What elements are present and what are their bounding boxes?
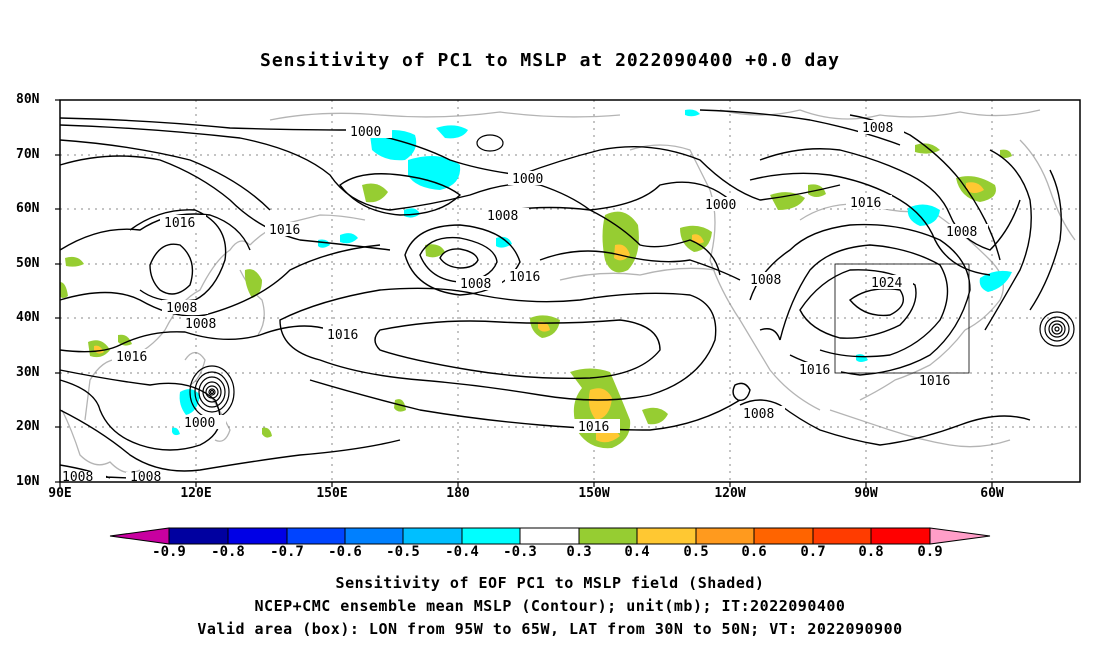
contour-label: 1008 bbox=[185, 317, 216, 332]
contour-label: 1016 bbox=[509, 270, 540, 285]
contour-label: 1016 bbox=[269, 223, 300, 238]
colorbar-label: -0.8 bbox=[211, 544, 245, 560]
contour-label: 1008 bbox=[946, 225, 977, 240]
axis-ticks bbox=[55, 99, 993, 487]
colorbar bbox=[109, 527, 991, 545]
contour-label: 1008 bbox=[460, 277, 491, 292]
lat-label: 20N bbox=[16, 419, 40, 434]
colorbar-label: 0.3 bbox=[566, 544, 592, 560]
colorbar-label: -0.9 bbox=[152, 544, 186, 560]
colorbar-label: 0.6 bbox=[741, 544, 767, 560]
lon-label: 60W bbox=[980, 486, 1004, 501]
colorbar-label: -0.6 bbox=[328, 544, 362, 560]
cyclone-typhoon bbox=[189, 365, 235, 419]
colorbar-high-arrow bbox=[929, 527, 991, 545]
plot-border bbox=[59, 99, 1081, 483]
contour-label: 1024 bbox=[871, 276, 902, 291]
caption-line-2: NCEP+CMC ensemble mean MSLP (Contour); u… bbox=[254, 597, 846, 615]
contour-label: 1016 bbox=[578, 420, 609, 435]
lon-label: 150W bbox=[578, 486, 610, 501]
contour-label: 1008 bbox=[862, 121, 893, 136]
contour-label: 1016 bbox=[327, 328, 358, 343]
colorbar-label: 0.4 bbox=[624, 544, 650, 560]
map-title: Sensitivity of PC1 to MSLP at 2022090400… bbox=[259, 50, 840, 71]
caption-line-1: Sensitivity of EOF PC1 to MSLP field (Sh… bbox=[335, 574, 765, 592]
contour-label: 1016 bbox=[164, 216, 195, 231]
lon-label: 90W bbox=[854, 486, 878, 501]
contour-label: 1000 bbox=[705, 198, 736, 213]
lat-label: 80N bbox=[16, 92, 40, 107]
lat-label: 10N bbox=[16, 474, 40, 489]
contour-label: 1000 bbox=[184, 416, 215, 431]
contour-label: 1016 bbox=[116, 350, 147, 365]
colorbar-label: -0.4 bbox=[445, 544, 479, 560]
contour-label: 1008 bbox=[487, 209, 518, 224]
lon-label: 150E bbox=[316, 486, 348, 501]
colorbar-label: -0.7 bbox=[270, 544, 304, 560]
colorbar-label: -0.3 bbox=[503, 544, 537, 560]
colorbar-label: 0.9 bbox=[917, 544, 943, 560]
contour-labels: 1000 1000 1000 1008 1008 1016 1016 1016 … bbox=[112, 120, 988, 485]
small-low-rings bbox=[476, 134, 504, 152]
colorbar-low-arrow bbox=[109, 527, 170, 545]
contour-label: 1008 bbox=[166, 301, 197, 316]
caption-line-3: Valid area (box): LON from 95W to 65W, L… bbox=[197, 620, 903, 638]
lat-label: 70N bbox=[16, 147, 40, 162]
valid-area-box bbox=[834, 263, 970, 374]
lat-label: 60N bbox=[16, 201, 40, 216]
lon-label: 90E bbox=[48, 486, 72, 501]
lat-label: 30N bbox=[16, 365, 40, 380]
contour-label: 1008 bbox=[743, 407, 774, 422]
contour-label: 1016 bbox=[919, 374, 950, 389]
lat-label: 50N bbox=[16, 256, 40, 271]
contour-label: 1016 bbox=[799, 363, 830, 378]
cyclone-atlantic bbox=[1039, 311, 1075, 347]
lon-label: 120E bbox=[180, 486, 212, 501]
contour-label: 1000 bbox=[350, 125, 381, 140]
lat-label: 40N bbox=[16, 310, 40, 325]
lon-label: 180 bbox=[446, 486, 470, 501]
colorbar-label: 0.5 bbox=[683, 544, 709, 560]
lon-label: 120W bbox=[714, 486, 746, 501]
contour-label: 1016 bbox=[850, 196, 881, 211]
colorbar-label: 0.8 bbox=[858, 544, 884, 560]
contour-label: 1008 bbox=[750, 273, 781, 288]
colorbar-label: -0.5 bbox=[386, 544, 420, 560]
colorbar-label: 0.7 bbox=[800, 544, 826, 560]
contour-label: 1000 bbox=[512, 172, 543, 187]
